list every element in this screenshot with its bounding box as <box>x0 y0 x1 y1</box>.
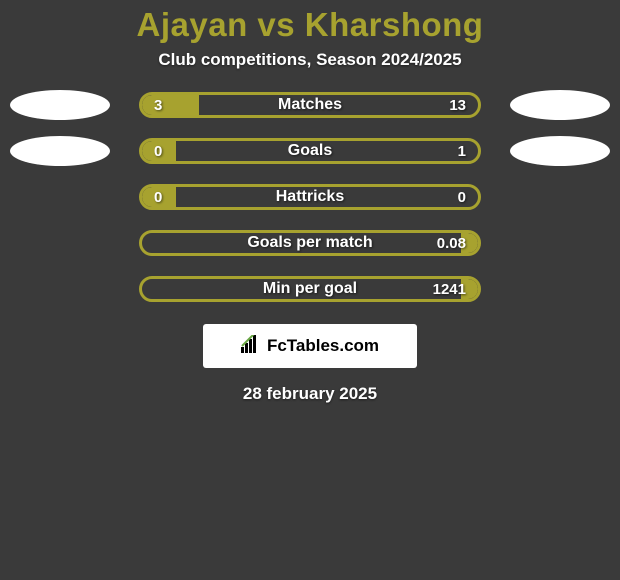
right-value: 1241 <box>433 281 466 298</box>
left-value: 3 <box>154 97 162 114</box>
right-value: 0 <box>458 189 466 206</box>
row-hattricks: 0 Hattricks 0 <box>0 184 620 210</box>
row-min-per-goal: Min per goal 1241 <box>0 276 620 302</box>
player-right-oval <box>510 136 610 166</box>
left-value: 0 <box>154 143 162 160</box>
bar-chart-icon <box>241 335 263 358</box>
source-logo: FcTables.com <box>203 324 417 368</box>
row-goals: 0 Goals 1 <box>0 138 620 164</box>
subtitle: Club competitions, Season 2024/2025 <box>0 50 620 70</box>
bar-label: Goals per match <box>142 234 478 252</box>
player-right-oval <box>510 90 610 120</box>
bar-label: Min per goal <box>142 280 478 298</box>
bar-hattricks: 0 Hattricks 0 <box>139 184 481 210</box>
right-value: 0.08 <box>437 235 466 252</box>
page-title: Ajayan vs Kharshong <box>0 6 620 44</box>
right-value: 13 <box>449 97 466 114</box>
left-value: 0 <box>154 189 162 206</box>
infographic-canvas: Ajayan vs Kharshong Club competitions, S… <box>0 0 620 580</box>
right-value: 1 <box>458 143 466 160</box>
footer-date: 28 february 2025 <box>0 384 620 404</box>
bar-goals: 0 Goals 1 <box>139 138 481 164</box>
bar-fill-left <box>142 95 199 115</box>
player-left-oval <box>10 136 110 166</box>
bar-label: Goals <box>142 142 478 160</box>
row-matches: 3 Matches 13 <box>0 92 620 118</box>
bar-min-per-goal: Min per goal 1241 <box>139 276 481 302</box>
bar-matches: 3 Matches 13 <box>139 92 481 118</box>
bar-label: Hattricks <box>142 188 478 206</box>
comparison-rows: 3 Matches 13 0 Goals 1 0 Hattr <box>0 92 620 302</box>
row-goals-per-match: Goals per match 0.08 <box>0 230 620 256</box>
player-left-oval <box>10 90 110 120</box>
bar-goals-per-match: Goals per match 0.08 <box>139 230 481 256</box>
logo-text: FcTables.com <box>267 336 379 356</box>
